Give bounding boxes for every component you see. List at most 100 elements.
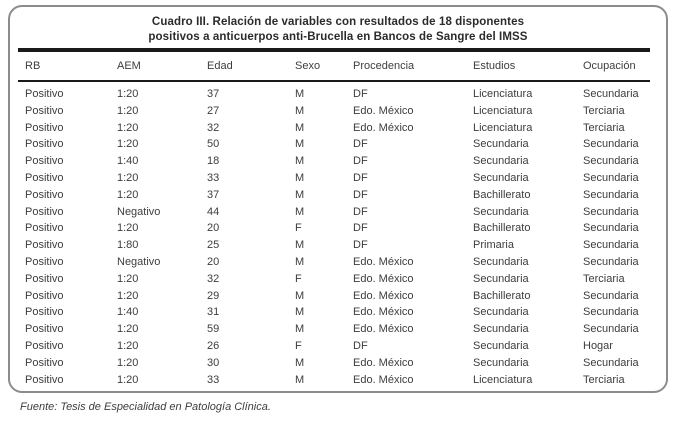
table-row: Positivo 1:20 26 F DF Secundaria Hogar: [18, 338, 650, 355]
cell-procedencia: Edo. México: [353, 289, 414, 302]
data-table: RB AEM Edad Sexo Procedencia Estudios Oc…: [18, 48, 650, 388]
cell-edad: 44: [207, 205, 220, 218]
cell-aem: 1:20: [117, 138, 139, 151]
cell-aem: Negativo: [117, 255, 161, 268]
cell-procedencia: DF: [353, 138, 368, 151]
cell-edad: 27: [207, 104, 220, 117]
table-row: Positivo 1:20 32 M Edo. México Licenciat…: [18, 120, 650, 137]
column-header-procedencia: Procedencia: [346, 50, 466, 82]
cell-rb: Positivo: [25, 373, 64, 386]
cell-edad: 32: [207, 121, 220, 134]
cell-procedencia: DF: [353, 188, 368, 201]
table-row: Positivo 1:20 32 F Edo. México Secundari…: [18, 271, 650, 288]
cell-ocupacion: Secundaria: [583, 306, 639, 319]
cell-estudios: Bachillerato: [473, 289, 531, 302]
cell-edad: 33: [207, 171, 220, 184]
cell-procedencia: DF: [353, 155, 368, 168]
table-row: Positivo 1:20 37 M DF Bachillerato Secun…: [18, 187, 650, 204]
cell-estudios: Secundaria: [473, 356, 529, 369]
cell-rb: Positivo: [25, 138, 64, 151]
cell-sexo: M: [295, 255, 305, 268]
cell-sexo: M: [295, 121, 305, 134]
cell-sexo: M: [295, 323, 305, 336]
cell-rb: Positivo: [25, 155, 64, 168]
cell-edad: 50: [207, 138, 220, 151]
table-row: Positivo 1:20 50 M DF Secundaria Secunda…: [18, 136, 650, 153]
table-row: Positivo 1:40 18 M DF Secundaria Secunda…: [18, 153, 650, 170]
cell-sexo: M: [295, 188, 305, 201]
table-row: Positivo 1:20 59 M Edo. México Secundari…: [18, 321, 650, 338]
column-header-estudios: Estudios: [466, 50, 576, 82]
cell-procedencia: Edo. México: [353, 272, 414, 285]
table-row: Positivo 1:40 31 M Edo. México Secundari…: [18, 304, 650, 321]
cell-edad: 33: [207, 373, 220, 386]
cell-aem: 1:80: [117, 239, 139, 252]
cell-aem: 1:20: [117, 188, 139, 201]
cell-rb: Positivo: [25, 289, 64, 302]
cell-rb: Positivo: [25, 272, 64, 285]
cell-aem: 1:20: [117, 339, 139, 352]
column-header-edad: Edad: [200, 50, 288, 82]
cell-ocupacion: Secundaria: [583, 323, 639, 336]
table-row: Positivo 1:20 20 F DF Bachillerato Secun…: [18, 220, 650, 237]
cell-ocupacion: Secundaria: [583, 188, 639, 201]
cell-edad: 29: [207, 289, 220, 302]
cell-estudios: Secundaria: [473, 339, 529, 352]
cell-rb: Positivo: [25, 104, 64, 117]
cell-estudios: Secundaria: [473, 306, 529, 319]
cell-estudios: Licenciatura: [473, 104, 533, 117]
title-line-1: Cuadro III. Relación de variables con re…: [151, 16, 525, 28]
cell-ocupacion: Terciaria: [583, 121, 625, 134]
cell-ocupacion: Secundaria: [583, 289, 639, 302]
source-note: Fuente: Tesis de Especialidad en Patolog…: [20, 401, 271, 413]
cell-procedencia: Edo. México: [353, 373, 414, 386]
cell-sexo: F: [295, 339, 302, 352]
cell-ocupacion: Terciaria: [583, 373, 625, 386]
cell-estudios: Secundaria: [473, 255, 529, 268]
cell-edad: 37: [207, 188, 220, 201]
cell-estudios: Secundaria: [473, 155, 529, 168]
cell-rb: Positivo: [25, 339, 64, 352]
cell-aem: 1:40: [117, 306, 139, 319]
cell-sexo: M: [295, 205, 305, 218]
table-card: Cuadro III. Relación de variables con re…: [8, 5, 668, 393]
cell-ocupacion: Secundaria: [583, 255, 639, 268]
table-header: RB AEM Edad Sexo Procedencia Estudios Oc…: [18, 50, 650, 82]
cell-estudios: Secundaria: [473, 272, 529, 285]
cell-ocupacion: Secundaria: [583, 356, 639, 369]
table-row: Positivo 1:80 25 M DF Primaria Secundari…: [18, 237, 650, 254]
cell-sexo: M: [295, 239, 305, 252]
cell-aem: 1:20: [117, 222, 139, 235]
column-header-ocupacion: Ocupación: [576, 50, 650, 82]
cell-ocupacion: Hogar: [583, 339, 613, 352]
cell-procedencia: Edo. México: [353, 104, 414, 117]
cell-edad: 18: [207, 155, 220, 168]
cell-edad: 25: [207, 239, 220, 252]
table-row: Positivo 1:20 33 M Edo. México Licenciat…: [18, 372, 650, 389]
cell-estudios: Secundaria: [473, 205, 529, 218]
cell-rb: Positivo: [25, 171, 64, 184]
cell-estudios: Licenciatura: [473, 88, 533, 100]
cell-rb: Positivo: [25, 88, 64, 100]
table-row: Positivo 1:20 33 M DF Secundaria Secunda…: [18, 170, 650, 187]
table-body: Positivo 1:20 37 M DF Licenciatura Secun…: [18, 81, 650, 388]
cell-procedencia: DF: [353, 339, 368, 352]
cell-procedencia: DF: [353, 239, 368, 252]
cell-rb: Positivo: [25, 255, 64, 268]
cell-ocupacion: Secundaria: [583, 88, 639, 100]
cell-sexo: F: [295, 222, 302, 235]
cell-sexo: M: [295, 306, 305, 319]
cell-procedencia: Edo. México: [353, 306, 414, 319]
cell-ocupacion: Terciaria: [583, 272, 625, 285]
table-row: Positivo 1:20 29 M Edo. México Bachiller…: [18, 288, 650, 305]
cell-aem: 1:20: [117, 289, 139, 302]
cell-aem: 1:20: [117, 121, 139, 134]
cell-rb: Positivo: [25, 222, 64, 235]
cell-sexo: M: [295, 138, 305, 151]
cell-aem: 1:20: [117, 104, 139, 117]
cell-edad: 32: [207, 272, 220, 285]
table-row: Positivo 1:20 37 M DF Licenciatura Secun…: [18, 81, 650, 103]
cell-ocupacion: Secundaria: [583, 155, 639, 168]
cell-estudios: Bachillerato: [473, 222, 531, 235]
cell-sexo: M: [295, 171, 305, 184]
